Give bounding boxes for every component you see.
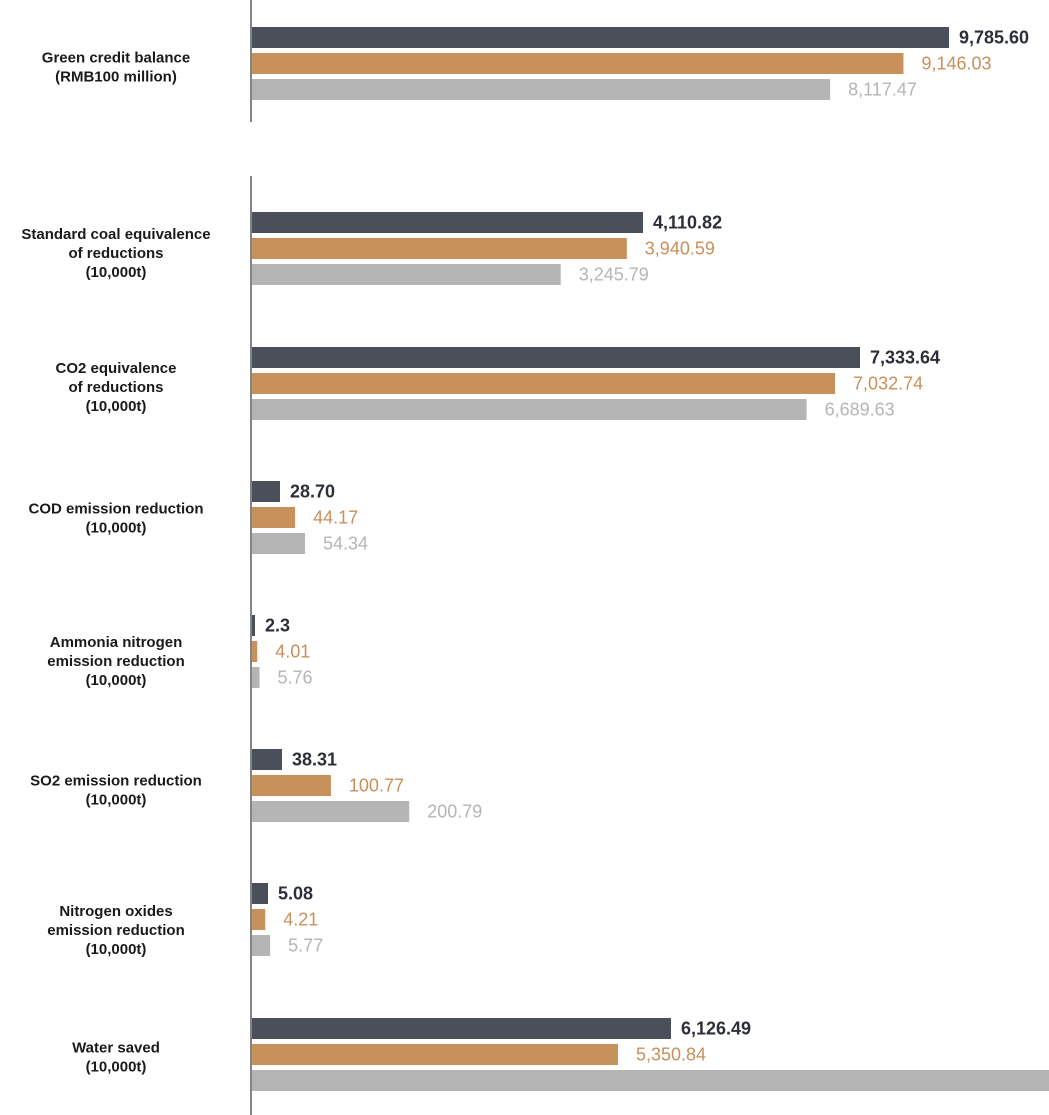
- data-label-series-1: 6,126.49: [681, 1019, 751, 1039]
- category-label: (10,000t): [86, 398, 147, 415]
- category-label: COD emission reduction: [28, 501, 203, 518]
- bar-series-1: [252, 27, 949, 48]
- data-label-series-2: 4.21: [283, 910, 318, 930]
- bar-series-1: [252, 615, 255, 636]
- bar-series-1: [252, 883, 268, 904]
- bar-series-2: [252, 641, 258, 662]
- bar-series-3: [252, 399, 807, 420]
- category-label: (10,000t): [86, 1059, 147, 1076]
- data-label-series-2: 7,032.74: [853, 374, 923, 394]
- bar-series-2: [252, 53, 904, 74]
- bar-series-2: [252, 775, 331, 796]
- bar-series-2: [252, 373, 836, 394]
- data-label-series-3: 5.76: [278, 668, 313, 688]
- data-label-series-2: 3,940.59: [645, 239, 715, 259]
- bar-series-3: [252, 533, 306, 554]
- bar-series-1: [252, 347, 860, 368]
- data-label-series-3: 5.77: [288, 936, 323, 956]
- category-label: Green credit balance: [42, 50, 190, 67]
- data-label-series-1: 7,333.64: [870, 348, 940, 368]
- category-label: CO2 equivalence: [56, 360, 177, 377]
- category-label: (10,000t): [86, 941, 147, 958]
- data-label-series-2: 5,350.84: [636, 1045, 706, 1065]
- category-label: (10,000t): [86, 264, 147, 281]
- data-label-series-3: 200.79: [427, 802, 482, 822]
- category-label: SO2 emission reduction: [30, 773, 202, 790]
- bar-series-3: [252, 801, 410, 822]
- bar-series-2: [252, 909, 266, 930]
- category-label: of reductions: [68, 379, 163, 396]
- data-label-series-1: 5.08: [278, 884, 313, 904]
- bar-series-2: [252, 1044, 618, 1065]
- bar-series-2: [252, 507, 296, 528]
- data-label-series-1: 9,785.60: [959, 28, 1029, 48]
- data-label-series-1: 2.3: [265, 616, 290, 636]
- category-label: (10,000t): [86, 672, 147, 689]
- category-label: emission reduction: [47, 653, 185, 670]
- data-label-series-3: 3,245.79: [579, 265, 649, 285]
- category-label: (10,000t): [86, 792, 147, 809]
- category-label: (RMB100 million): [55, 69, 177, 86]
- data-label-series-1: 28.70: [290, 482, 335, 502]
- bar-series-1: [252, 481, 280, 502]
- data-label-series-1: 38.31: [292, 750, 337, 770]
- data-label-series-2: 4.01: [275, 642, 310, 662]
- category-label: emission reduction: [47, 922, 185, 939]
- category-label: Water saved: [72, 1040, 160, 1057]
- bar-series-2: [252, 238, 627, 259]
- bar-series-3: [252, 935, 271, 956]
- data-label-series-2: 44.17: [313, 508, 358, 528]
- category-label: of reductions: [68, 245, 163, 262]
- data-label-series-2: 9,146.03: [921, 54, 991, 74]
- bar-series-1: [252, 212, 643, 233]
- category-label: Ammonia nitrogen: [50, 634, 183, 651]
- data-label-series-3: 6,689.63: [825, 400, 895, 420]
- data-label-series-2: 100.77: [349, 776, 404, 796]
- bar-series-3: [252, 264, 561, 285]
- data-label-series-1: 4,110.82: [653, 213, 722, 233]
- bar-series-1: [252, 749, 282, 770]
- bar-series-3: [252, 79, 831, 100]
- category-label: Standard coal equivalence: [21, 226, 210, 243]
- category-label: (10,000t): [86, 520, 147, 537]
- data-label-series-3: 54.34: [323, 534, 368, 554]
- bar-series-3: [252, 1070, 1049, 1091]
- bar-series-1: [252, 1018, 671, 1039]
- data-label-series-3: 8,117.47: [848, 80, 917, 100]
- category-label: Nitrogen oxides: [59, 903, 172, 920]
- bar-series-3: [252, 667, 260, 688]
